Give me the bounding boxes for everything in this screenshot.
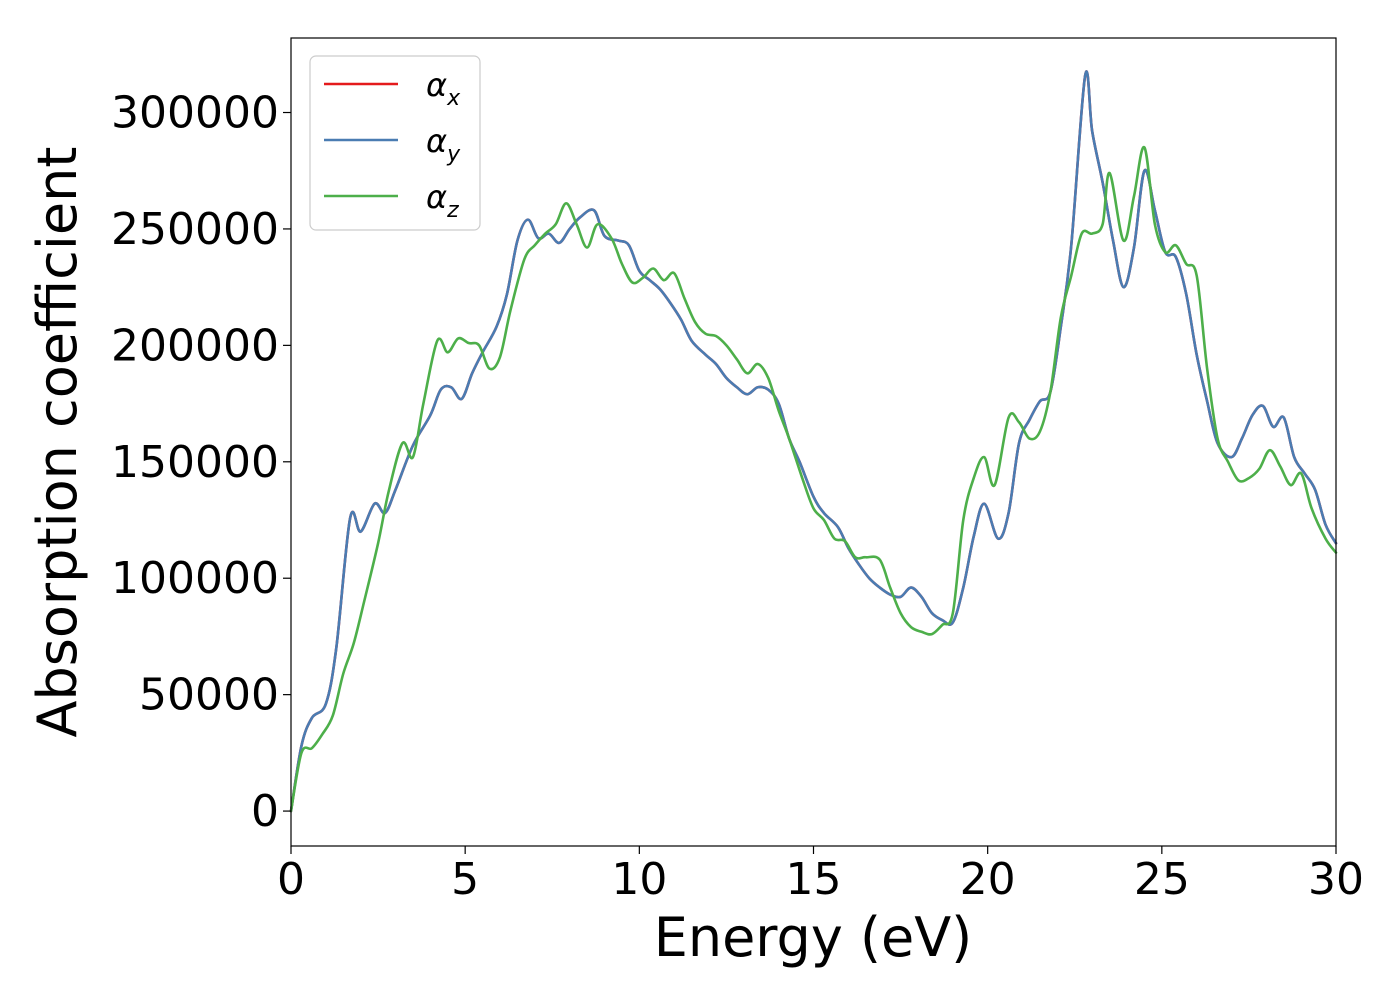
y-tick-label: 100000 [111, 553, 279, 604]
y-axis-label: Absorption coefficient [26, 147, 89, 738]
y-tick-label: 200000 [111, 320, 279, 371]
legend-box [309, 55, 481, 231]
y-axis: 0 50000 100000 150000 200000 250000 300000 [111, 88, 291, 837]
y-tick-label: 0 [251, 786, 279, 837]
legend-label-z: αz [426, 178, 459, 223]
x-tick-label: 20 [960, 854, 1016, 905]
legend-label-x: αx [426, 66, 461, 111]
x-tick-label: 15 [786, 854, 842, 905]
y-tick-label: 50000 [139, 670, 279, 721]
x-tick-label: 5 [451, 854, 479, 905]
series-layer [289, 70, 1338, 813]
legend-label-y: αy [426, 122, 461, 167]
x-axis-label: Energy (eV) [654, 906, 973, 969]
x-tick-label: 0 [277, 854, 305, 905]
y-tick-label: 150000 [111, 437, 279, 488]
legend-entries: αx αy αz [324, 66, 461, 223]
y-tick-label: 300000 [111, 88, 279, 139]
x-tick-label: 10 [611, 854, 667, 905]
y-tick-label: 250000 [111, 204, 279, 255]
x-tick-label: 30 [1308, 854, 1364, 905]
x-tick-label: 25 [1134, 854, 1190, 905]
legend: αx αy αz [309, 55, 481, 231]
series-line-z [289, 146, 1338, 813]
x-axis: 0 5 10 15 20 25 30 [277, 846, 1364, 905]
